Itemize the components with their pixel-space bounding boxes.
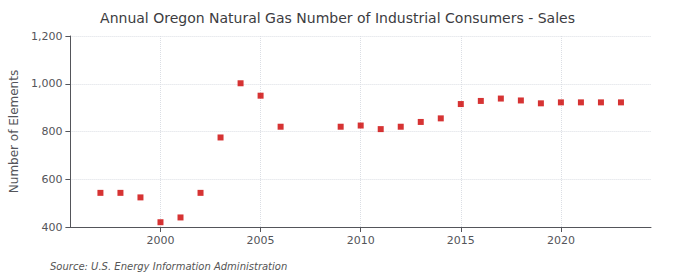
- svg-text:800: 800: [41, 125, 62, 138]
- svg-text:2010: 2010: [347, 234, 375, 247]
- svg-text:2020: 2020: [547, 234, 575, 247]
- svg-text:1,200: 1,200: [31, 30, 63, 43]
- svg-text:Annual Oregon Natural Gas Numb: Annual Oregon Natural Gas Number of Indu…: [100, 10, 575, 26]
- svg-text:Number of Elements: Number of Elements: [7, 70, 21, 193]
- svg-text:2005: 2005: [247, 234, 275, 247]
- svg-text:400: 400: [41, 221, 62, 234]
- svg-text:2015: 2015: [447, 234, 475, 247]
- svg-text:600: 600: [41, 173, 62, 186]
- svg-text:1,000: 1,000: [31, 77, 63, 90]
- svg-text:Source: U.S. Energy Informatio: Source: U.S. Energy Information Administ…: [50, 261, 287, 272]
- svg-text:2000: 2000: [146, 234, 174, 247]
